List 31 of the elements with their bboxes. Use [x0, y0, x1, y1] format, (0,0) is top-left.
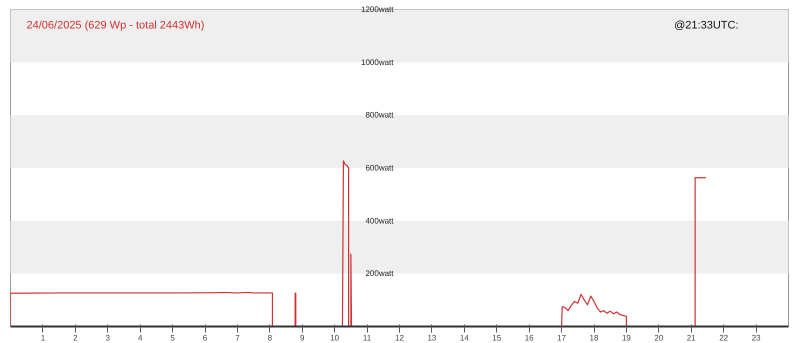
- y-tick-label: 1200watt: [361, 5, 394, 14]
- x-tick-label: 17: [557, 334, 567, 342]
- x-tick-label: 22: [719, 334, 729, 342]
- x-tick-label: 21: [686, 334, 696, 342]
- x-tick-label: 5: [170, 334, 176, 342]
- x-tick-label: 8: [268, 334, 273, 342]
- x-tick-label: 6: [202, 334, 208, 342]
- x-tick-label: 3: [106, 334, 111, 342]
- y-tick-label: 200watt: [365, 269, 394, 278]
- x-tick-label: 16: [524, 334, 534, 342]
- x-tick-label: 1: [40, 334, 46, 342]
- x-tick-label: 15: [492, 334, 502, 342]
- y-tick-label: 400watt: [365, 216, 394, 226]
- y-tick-label: 1000watt: [361, 58, 394, 67]
- x-tick-label: 10: [330, 334, 340, 342]
- x-tick-label: 7: [235, 334, 240, 342]
- x-tick-label: 9: [300, 334, 306, 342]
- x-tick-label: 14: [460, 334, 470, 342]
- x-tick-label: 2: [73, 334, 78, 342]
- y-tick-label: 800watt: [365, 110, 394, 120]
- x-tick-label: 23: [752, 334, 762, 342]
- x-tick-label: 20: [654, 334, 664, 342]
- x-tick-label: 18: [590, 334, 599, 342]
- y-tick-label: 600watt: [365, 164, 394, 172]
- x-tick-label: 11: [362, 334, 372, 342]
- x-tick-label: 4: [138, 334, 143, 342]
- x-tick-label: 19: [622, 334, 632, 342]
- x-tick-label: 12: [395, 334, 404, 342]
- annotation: @21:33UTC:: [674, 20, 739, 32]
- x-tick-label: 13: [427, 334, 437, 342]
- text: 24/06/2025 (629 Wp - total 2443Wh): [26, 20, 204, 32]
